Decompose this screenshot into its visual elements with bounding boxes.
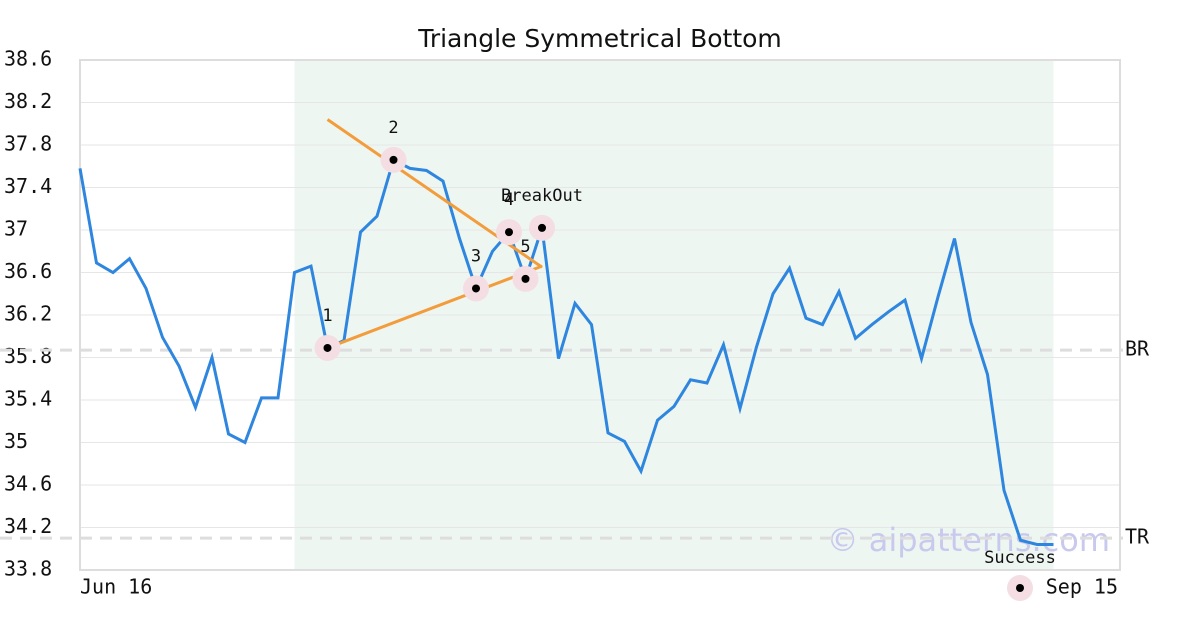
y-tick-label: 37.8 <box>4 132 52 156</box>
y-tick-label: 36.6 <box>4 259 52 283</box>
point-label: BreakOut <box>501 186 583 206</box>
y-tick-label: 37 <box>4 217 28 241</box>
plot-frame <box>79 59 1121 571</box>
y-tick-label: 34.2 <box>4 514 52 538</box>
point-dot <box>538 223 546 232</box>
watermark: © aipatterns.com <box>827 521 1110 559</box>
point-dot <box>389 155 398 164</box>
point-label: 3 <box>471 246 481 266</box>
legend-label: Success <box>984 548 1056 568</box>
x-tick-label: Jun 16 <box>80 575 152 599</box>
legend-dot <box>1016 584 1024 592</box>
y-tick-label: 38.2 <box>4 89 52 113</box>
point-label: 2 <box>388 118 398 138</box>
point-label: 1 <box>322 306 332 326</box>
point-dot <box>323 343 332 352</box>
y-tick-label: 33.8 <box>4 557 52 581</box>
y-tick-label: 38.6 <box>4 47 52 71</box>
point-dot <box>472 284 480 293</box>
trend-line <box>326 264 543 350</box>
y-tick-label: 35.4 <box>4 387 52 411</box>
point-dot <box>505 228 513 237</box>
point-label: 4 <box>504 190 514 210</box>
y-tick-label: 35 <box>4 429 28 453</box>
point-label: 5 <box>520 237 530 257</box>
level-label: TR <box>1125 525 1150 549</box>
y-tick-label: 36.2 <box>4 302 52 326</box>
price-line <box>78 157 1054 546</box>
x-tick-label: Sep 15 <box>1046 575 1118 599</box>
chart-title: Triangle Symmetrical Bottom <box>417 24 782 53</box>
point-dot <box>521 274 530 283</box>
y-tick-label: 35.8 <box>4 344 52 368</box>
level-label: BR <box>1125 337 1150 361</box>
y-tick-label: 37.4 <box>4 174 52 198</box>
y-tick-label: 34.6 <box>4 472 52 496</box>
